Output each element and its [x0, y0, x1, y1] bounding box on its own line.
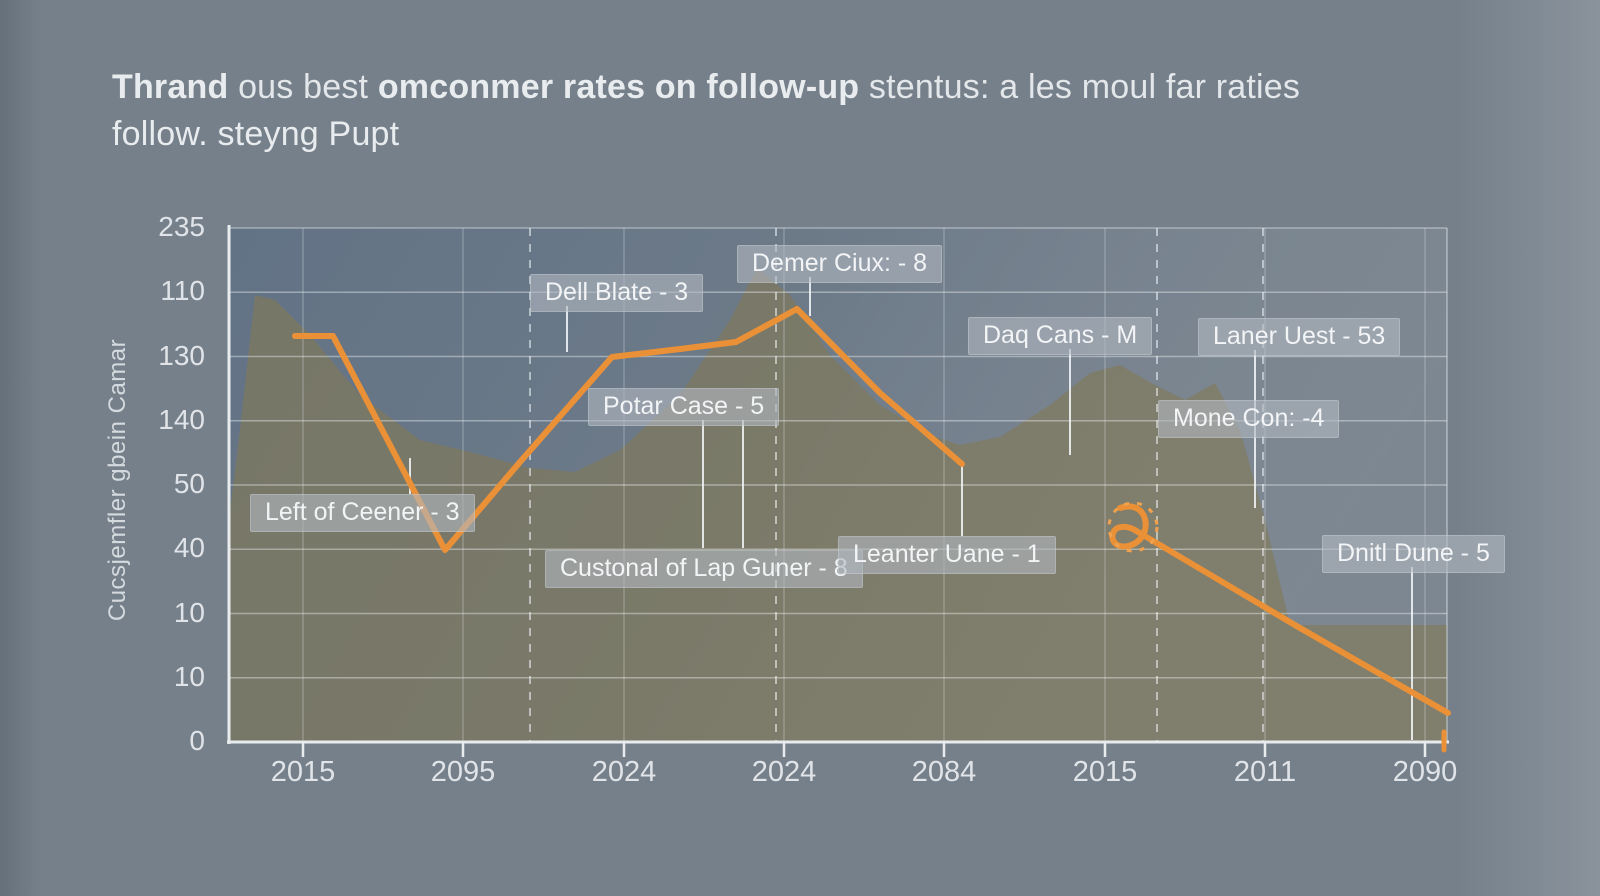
title-segment: stentus:	[859, 68, 1000, 106]
area-series	[229, 268, 1447, 742]
y-axis-title: Cucsjemfler gbein Camar	[104, 338, 131, 622]
highlight-circle	[1107, 501, 1159, 553]
title-segment: a les moul far raties	[999, 68, 1301, 106]
title-segment: omconmer rates on follow-up	[377, 68, 860, 106]
title-segment: Thrand	[112, 68, 229, 106]
title-line-2: follow. steyng Pupt	[112, 115, 400, 153]
line-series-segment-1	[292, 306, 965, 553]
page-title: Thrand ous best omconmer rates on follow…	[112, 64, 1300, 158]
title-segment: ous best	[228, 68, 378, 106]
title-line-1: Thrand ous best omconmer rates on follow…	[112, 64, 1300, 111]
line-series-segment-2	[1109, 503, 1451, 716]
